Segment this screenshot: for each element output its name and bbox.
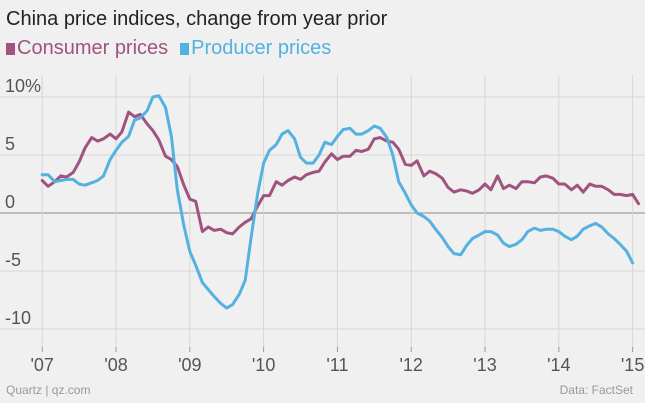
chart-title: China price indices, change from year pr… <box>6 8 388 30</box>
chart-legend: Consumer prices Producer prices <box>6 37 331 60</box>
x-tick-label: '15 <box>621 355 644 375</box>
x-tick-label: '12 <box>399 355 422 375</box>
y-tick-label: 5 <box>5 134 15 154</box>
y-tick-label: 10% <box>5 76 41 96</box>
legend-swatch-consumer <box>6 42 15 55</box>
x-tick-label: '09 <box>178 355 201 375</box>
y-tick-label: -10 <box>5 308 31 328</box>
footer-data-credit: Data: FactSet <box>559 383 633 397</box>
x-tick-label: '10 <box>252 355 275 375</box>
footer-source: Quartz | qz.com <box>6 383 91 397</box>
legend-label-consumer: Consumer prices <box>17 37 169 59</box>
legend-label-producer: Producer prices <box>191 37 332 59</box>
legend-item-consumer: Consumer prices <box>6 37 168 60</box>
legend-item-producer: Producer prices <box>180 37 331 60</box>
x-tick-label: '11 <box>326 355 348 375</box>
y-tick-label: -5 <box>5 250 21 270</box>
y-tick-label: 0 <box>5 192 15 212</box>
producer-prices-line <box>40 94 635 310</box>
legend-swatch-producer <box>180 42 190 55</box>
x-tick-label: '07 <box>30 355 53 375</box>
x-tick-label: '13 <box>473 355 496 375</box>
x-tick-label: '08 <box>104 355 127 375</box>
x-tick-label: '14 <box>547 355 570 375</box>
